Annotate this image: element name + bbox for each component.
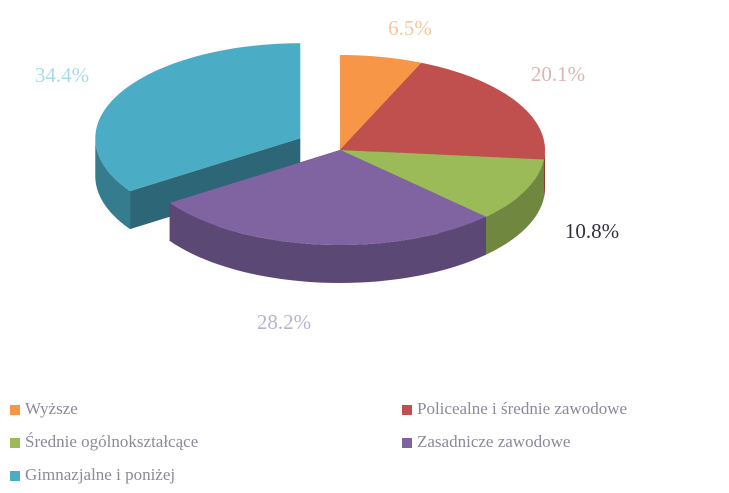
- slice: [95, 43, 301, 192]
- legend-swatch: [10, 471, 20, 481]
- legend-label: Zasadnicze zawodowe: [417, 432, 570, 451]
- slice-side: [485, 159, 544, 255]
- legend-swatch: [402, 438, 412, 448]
- slice: [340, 150, 544, 217]
- legend-label: Gimnazjalne i poniżej: [25, 465, 175, 484]
- legend-swatch: [10, 405, 20, 415]
- slice: [169, 150, 486, 245]
- legend-swatch: [402, 405, 412, 415]
- slice-side: [95, 138, 131, 230]
- slice-side: [543, 150, 545, 198]
- value-label: 10.8%: [565, 219, 619, 243]
- legend-label: Średnie ogólnokształcące: [25, 432, 198, 451]
- slice: [340, 62, 545, 160]
- slice-side: [169, 202, 486, 283]
- legend-swatch: [10, 438, 20, 448]
- slice: [340, 55, 422, 150]
- legend-label: Wyższe: [25, 399, 78, 418]
- value-label: 28.2%: [257, 310, 311, 334]
- value-label: 20.1%: [531, 62, 585, 86]
- value-label: 6.5%: [388, 16, 432, 40]
- value-label: 34.4%: [35, 63, 89, 87]
- legend-label: Policealne i średnie zawodowe: [417, 399, 627, 418]
